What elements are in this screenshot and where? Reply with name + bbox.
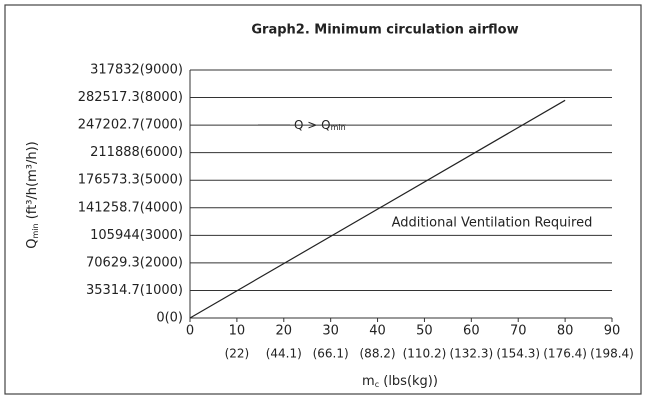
y-label-rest: (ft³/h(m³/h)): [25, 141, 40, 223]
y-tick-label: 176573.3(5000): [78, 173, 183, 188]
x-label-sub: c: [375, 380, 379, 389]
x-label-rest: (lbs(kg)): [379, 374, 438, 389]
y-tick-label: 282517.3(8000): [78, 90, 183, 105]
x-tick-label: 70: [510, 324, 527, 339]
x-axis-label: mc (lbs(kg)): [362, 374, 438, 389]
x-tick-label: 20: [276, 324, 293, 339]
x-tick-sublabel: (22): [225, 347, 250, 361]
data-line: [189, 99, 566, 319]
annotation: Additional Ventilation Required: [392, 216, 593, 231]
y-tick-label: 105944(3000): [90, 228, 183, 243]
annotation-sub: min: [331, 123, 346, 132]
x-tick-sublabel: (44.1): [266, 347, 302, 361]
x-tick-sublabel: (110.2): [403, 347, 447, 361]
x-label-main: m: [362, 374, 375, 389]
x-tick-label: 90: [604, 324, 621, 339]
annotation-main: Q > Q: [294, 118, 331, 132]
x-tick-label: 40: [369, 324, 386, 339]
y-tick-label: 247202.7(7000): [78, 118, 183, 133]
y-tick-label: 35314.7(1000): [86, 283, 183, 298]
y-tick-label: 70629.3(2000): [86, 255, 183, 270]
x-tick-label: 0: [186, 324, 194, 339]
x-tick-sublabel: (154.3): [496, 347, 540, 361]
x-tick-label: 50: [416, 324, 433, 339]
x-tick-label: 80: [557, 324, 574, 339]
y-label-main: Q: [25, 239, 40, 249]
annotation: Q > Qmin: [294, 118, 346, 132]
x-tick-sublabel: (198.4): [590, 347, 634, 361]
x-tick-sublabel: (132.3): [449, 347, 493, 361]
x-tick-label: 60: [463, 324, 480, 339]
y-tick-label: 317832(9000): [90, 63, 183, 78]
x-tick-label: 30: [322, 324, 339, 339]
y-tick-label: 211888(6000): [90, 145, 183, 160]
y-tick-label: 0(0): [156, 311, 183, 326]
y-axis-label: Qmin (ft³/h(m³/h)): [25, 141, 40, 249]
frame: [4, 4, 642, 395]
chart-title: Graph2. Minimum circulation airflow: [251, 23, 518, 38]
y-tick-label: 141258.7(4000): [78, 200, 183, 215]
x-tick-sublabel: (66.1): [313, 347, 349, 361]
x-tick-label: 10: [229, 324, 246, 339]
x-tick-sublabel: (176.4): [543, 347, 587, 361]
x-tick-sublabel: (88.2): [360, 347, 396, 361]
y-label-sub: min: [31, 223, 40, 238]
